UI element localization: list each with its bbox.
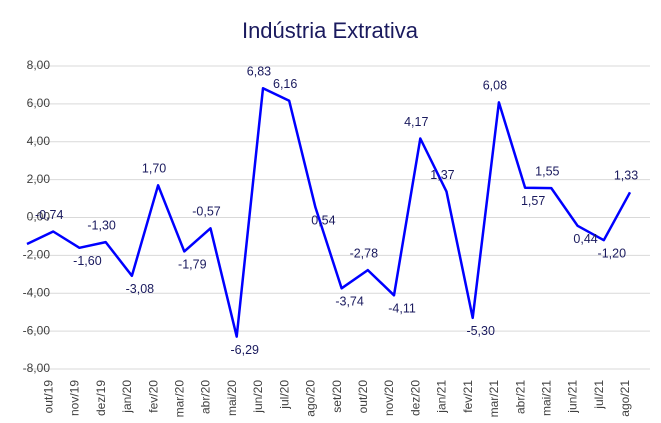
data-label: 0,44 [573, 232, 597, 246]
x-tick-label: fev/20 [146, 380, 160, 413]
data-label: 6,08 [483, 79, 507, 93]
y-tick-label: -8,00 [23, 361, 51, 375]
x-tick-label: nov/20 [382, 380, 396, 416]
y-tick-label: 6,00 [27, 96, 51, 110]
y-tick-label: 0,00 [27, 210, 51, 224]
data-label: -6,29 [230, 343, 259, 357]
data-label: -0,57 [192, 205, 221, 219]
x-tick-label: abr/21 [513, 380, 527, 414]
data-label: 0,54 [311, 214, 335, 228]
y-tick-label: 4,00 [27, 134, 51, 148]
x-tick-label: mar/20 [172, 380, 186, 418]
data-label: -2,78 [350, 246, 379, 260]
data-label: -1,20 [598, 247, 627, 261]
x-tick-label: mai/20 [225, 380, 239, 416]
data-label: 6,16 [273, 77, 297, 91]
x-tick-label: out/19 [41, 380, 55, 414]
data-label: 1,55 [535, 164, 559, 178]
x-tick-label: nov/19 [68, 380, 82, 416]
x-tick-label: dez/19 [94, 380, 108, 416]
data-label: 1,70 [142, 162, 166, 176]
data-label: -3,08 [126, 282, 155, 296]
y-tick-label: 8,00 [27, 58, 51, 72]
x-tick-label: set/20 [330, 380, 344, 413]
x-tick-label: mai/21 [540, 380, 554, 416]
x-tick-label: jan/20 [120, 380, 134, 414]
chart-title: Indústria Extrativa [242, 18, 419, 43]
data-label: -1,79 [178, 258, 207, 272]
x-tick-label: jun/20 [251, 380, 265, 414]
data-label: 1,37 [430, 168, 454, 182]
x-tick-label: jan/21 [435, 380, 449, 414]
data-label: -5,30 [466, 324, 495, 338]
x-tick-label: dez/20 [408, 380, 422, 416]
data-label: -4,11 [388, 302, 416, 316]
x-tick-label: jul/21 [592, 380, 606, 410]
y-tick-label: -4,00 [23, 285, 51, 299]
data-label: -3,74 [335, 295, 364, 309]
x-tick-label: ago/21 [618, 380, 632, 417]
y-tick-label: 2,00 [27, 172, 51, 186]
x-tick-label: abr/20 [199, 380, 213, 414]
data-label: -0,74 [35, 208, 64, 222]
data-label: -1,30 [87, 218, 116, 232]
x-tick-label: ago/20 [304, 380, 318, 417]
x-tick-label: jul/20 [277, 380, 291, 410]
data-label: 1,33 [614, 169, 638, 183]
x-tick-label: fev/21 [461, 380, 475, 413]
x-tick-label: mar/21 [487, 380, 501, 418]
y-tick-label: -6,00 [23, 323, 51, 337]
x-tick-label: out/20 [356, 380, 370, 414]
data-label: 4,17 [404, 115, 428, 129]
series-line [26, 86, 632, 338]
data-label: -1,60 [73, 254, 102, 268]
data-label: 1,57 [521, 194, 545, 208]
data-label: 6,83 [247, 64, 271, 78]
x-tick-label: jun/21 [566, 380, 580, 414]
y-tick-label: -2,00 [23, 248, 51, 262]
